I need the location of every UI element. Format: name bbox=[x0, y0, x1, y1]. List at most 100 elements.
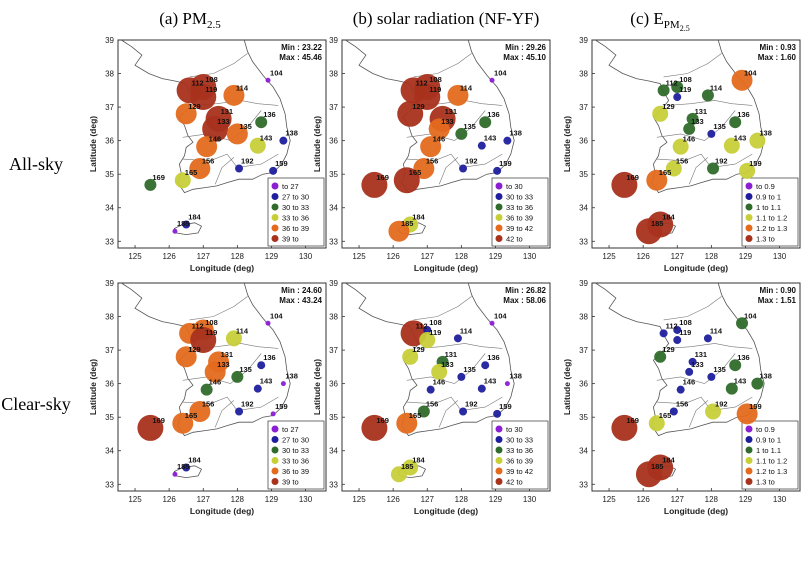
y-tick-label: 36 bbox=[329, 380, 338, 389]
station-label: 156 bbox=[202, 156, 215, 165]
legend-swatch bbox=[271, 203, 279, 211]
station-marker bbox=[489, 320, 495, 326]
y-tick-label: 35 bbox=[329, 413, 338, 422]
station-label: 119 bbox=[205, 328, 217, 337]
legend-label: 1.2 to 1.3 bbox=[756, 467, 787, 476]
x-axis-label: Longitude (deg) bbox=[664, 263, 728, 273]
station-marker bbox=[402, 348, 419, 365]
y-tick-label: 39 bbox=[329, 36, 338, 45]
x-tick-label: 130 bbox=[299, 495, 313, 504]
province-boundary bbox=[438, 400, 459, 428]
legend-swatch bbox=[495, 436, 503, 443]
station-marker bbox=[397, 100, 424, 127]
min-label: Min : 0.93 bbox=[760, 43, 797, 52]
legend-swatch bbox=[271, 467, 279, 475]
x-tick-label: 127 bbox=[671, 252, 685, 261]
legend-swatch bbox=[745, 203, 753, 211]
station-marker bbox=[431, 363, 448, 380]
legend-box bbox=[741, 177, 799, 247]
station-marker bbox=[707, 372, 716, 381]
x-axis-label: Longitude (deg) bbox=[414, 506, 478, 516]
station-marker bbox=[493, 409, 502, 418]
legend-swatch bbox=[495, 214, 503, 221]
station-label: 146 bbox=[433, 378, 446, 387]
y-tick-label: 37 bbox=[329, 103, 338, 112]
station-label: 136 bbox=[737, 353, 750, 362]
x-axis-label: Longitude (deg) bbox=[414, 263, 478, 273]
station-marker bbox=[361, 414, 388, 441]
y-tick-label: 35 bbox=[105, 170, 114, 179]
max-label: Max : 43.24 bbox=[279, 296, 322, 305]
y-axis-label: Latitude (deg) bbox=[88, 116, 98, 172]
y-tick-label: 34 bbox=[579, 204, 588, 213]
station-marker bbox=[175, 346, 197, 368]
station-label: 104 bbox=[744, 68, 757, 77]
x-tick-label: 127 bbox=[421, 495, 435, 504]
station-marker bbox=[729, 359, 742, 372]
legend-swatch bbox=[495, 467, 503, 475]
x-tick-label: 129 bbox=[265, 495, 279, 504]
station-marker bbox=[257, 361, 266, 370]
legend-swatch bbox=[745, 446, 753, 454]
station-marker bbox=[685, 367, 694, 376]
province-boundary bbox=[663, 296, 722, 321]
y-tick-label: 37 bbox=[579, 346, 588, 355]
x-tick-label: 129 bbox=[265, 252, 279, 261]
station-label: 169 bbox=[626, 173, 639, 182]
station-marker bbox=[447, 84, 469, 106]
station-marker bbox=[648, 415, 665, 432]
station-label: 135 bbox=[713, 122, 726, 131]
legend-label: 1.3 to bbox=[756, 235, 775, 244]
station-label: 138 bbox=[285, 372, 298, 381]
station-label: 165 bbox=[659, 168, 672, 177]
station-marker bbox=[459, 164, 468, 173]
station-label: 184 bbox=[662, 213, 675, 222]
y-tick-label: 39 bbox=[579, 279, 588, 288]
station-marker bbox=[669, 407, 678, 416]
station-label: 119 bbox=[679, 328, 691, 337]
station-marker bbox=[413, 157, 435, 179]
legend-label: 30 to 33 bbox=[282, 203, 309, 212]
y-tick-label: 39 bbox=[579, 36, 588, 45]
y-tick-label: 35 bbox=[329, 170, 338, 179]
station-marker bbox=[231, 370, 244, 383]
province-boundary bbox=[214, 400, 235, 428]
station-label: 131 bbox=[445, 107, 458, 116]
station-marker bbox=[481, 361, 490, 370]
legend-label: 33 to 36 bbox=[506, 446, 533, 455]
station-label: 159 bbox=[749, 402, 762, 411]
x-tick-label: 129 bbox=[739, 252, 753, 261]
legend-label: 30 to 33 bbox=[506, 193, 533, 202]
station-label: 119 bbox=[205, 85, 217, 94]
station-label: 192 bbox=[715, 156, 728, 165]
station-marker bbox=[731, 69, 753, 91]
station-label: 159 bbox=[275, 402, 288, 411]
y-tick-label: 37 bbox=[105, 346, 114, 355]
y-tick-label: 35 bbox=[579, 413, 588, 422]
y-tick-label: 36 bbox=[105, 137, 114, 146]
station-marker bbox=[671, 80, 684, 93]
legend-label: 1.3 to bbox=[756, 478, 775, 487]
y-tick-label: 37 bbox=[105, 103, 114, 112]
province-boundary bbox=[406, 396, 503, 411]
station-label: 131 bbox=[221, 350, 234, 359]
x-tick-label: 130 bbox=[773, 495, 787, 504]
legend-swatch bbox=[271, 193, 279, 200]
y-axis-label: Latitude (deg) bbox=[312, 359, 322, 415]
station-label: 104 bbox=[270, 311, 283, 320]
station-marker bbox=[390, 466, 407, 483]
station-marker bbox=[144, 178, 157, 191]
station-label: 136 bbox=[737, 110, 750, 119]
station-label: 159 bbox=[749, 159, 762, 168]
station-marker bbox=[235, 164, 244, 173]
station-marker bbox=[235, 407, 244, 416]
station-label: 146 bbox=[683, 135, 696, 144]
station-marker bbox=[182, 220, 191, 229]
station-marker bbox=[270, 411, 276, 417]
y-axis-label: Latitude (deg) bbox=[562, 116, 572, 172]
station-label: 119 bbox=[679, 85, 691, 94]
legend-label: 39 to bbox=[282, 235, 299, 244]
station-label: 129 bbox=[188, 102, 201, 111]
station-marker bbox=[652, 105, 669, 122]
